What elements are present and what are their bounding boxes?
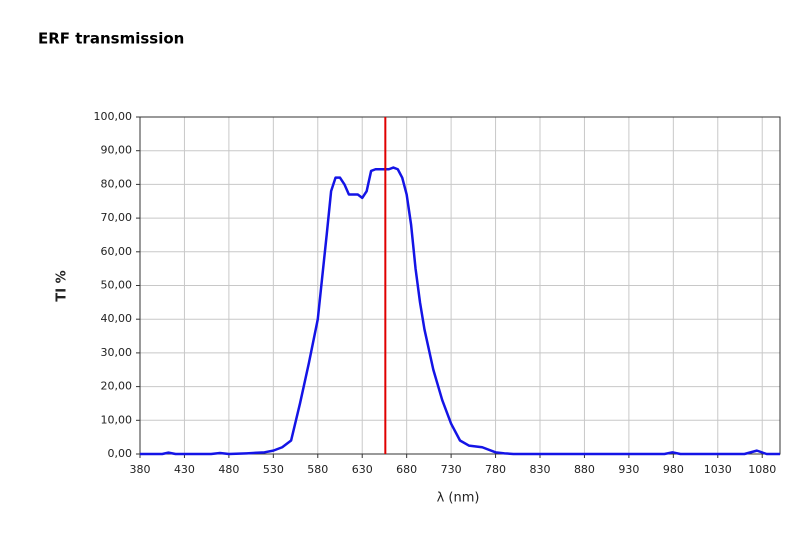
x-tick-label: 930: [618, 463, 639, 476]
x-tick-label: 1030: [704, 463, 732, 476]
x-axis-label: λ (nm): [437, 491, 480, 506]
x-tick-label: 380: [130, 463, 151, 476]
x-tick-label: 730: [441, 463, 462, 476]
spectrum-line: [140, 166, 780, 456]
y-tick-label: 90,00: [101, 144, 133, 157]
x-tick-label: 880: [574, 463, 595, 476]
x-tick-label: 580: [307, 463, 328, 476]
y-tick-label: 30,00: [101, 346, 133, 359]
y-tick-label: 80,00: [101, 177, 133, 190]
y-tick-label: 100,00: [94, 110, 133, 123]
y-axis-label: TI %: [55, 270, 70, 301]
x-tick-label: 980: [663, 463, 684, 476]
x-tick-label: 430: [174, 463, 195, 476]
y-tick-label: 0,00: [108, 447, 133, 460]
x-tick-label: 480: [218, 463, 239, 476]
y-tick-label: 60,00: [101, 245, 133, 258]
y-tick-label: 40,00: [101, 312, 133, 325]
x-tick-label: 680: [396, 463, 417, 476]
y-tick-label: 20,00: [101, 380, 133, 393]
x-tick-label: 830: [530, 463, 551, 476]
x-tick-label: 1080: [748, 463, 776, 476]
x-tick-label: 780: [485, 463, 506, 476]
chart-title: ERF transmission: [38, 30, 184, 48]
x-tick-label: 630: [352, 463, 373, 476]
y-tick-label: 50,00: [101, 279, 133, 292]
y-tick-label: 10,00: [101, 413, 133, 426]
y-tick-label: 70,00: [101, 211, 133, 224]
plot-frame: [139, 116, 781, 455]
x-tick-label: 530: [263, 463, 284, 476]
